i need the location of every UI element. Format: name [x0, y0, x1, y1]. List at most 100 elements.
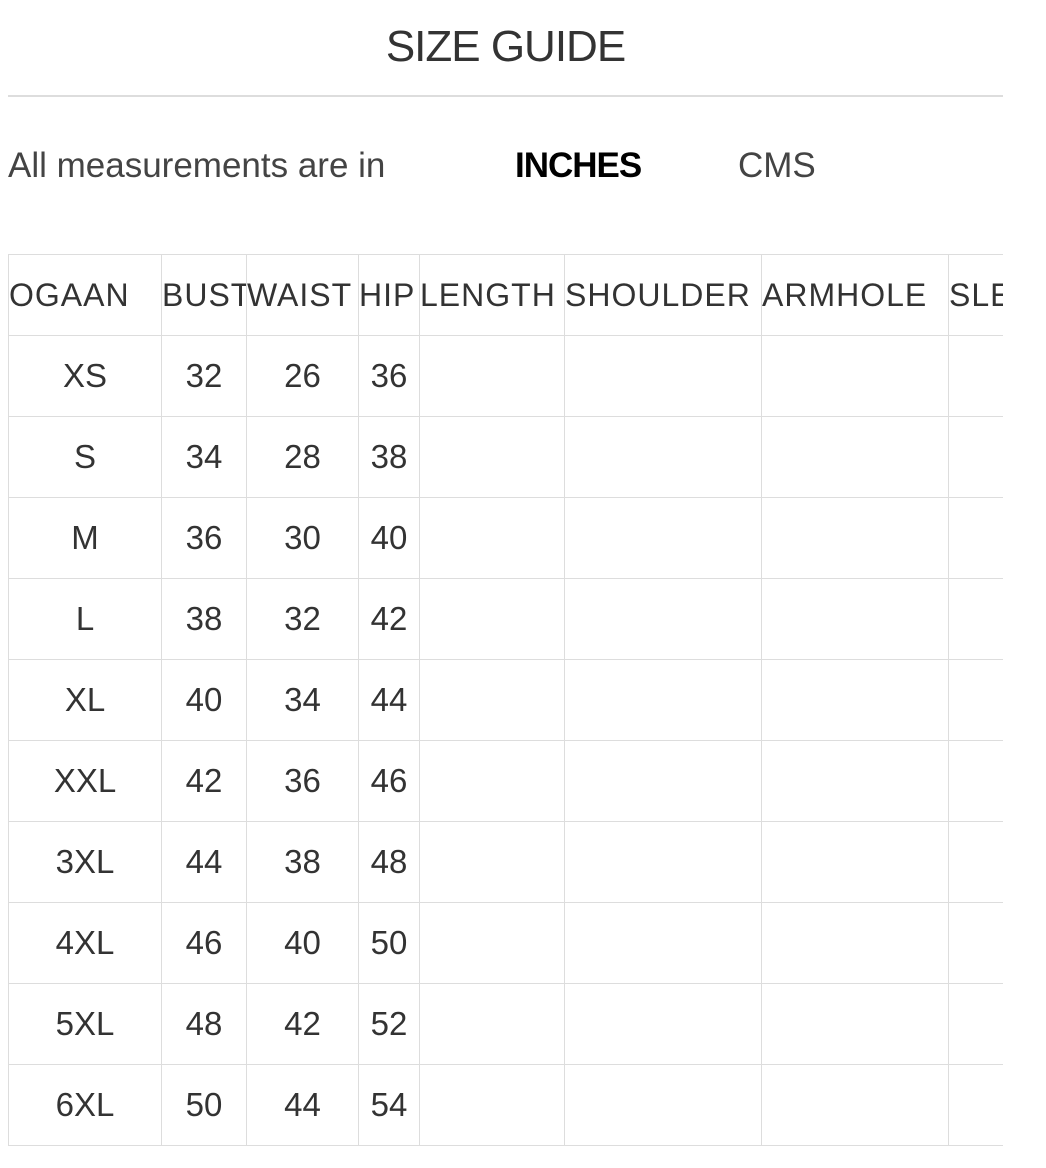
size-cell: 3XL — [8, 821, 162, 903]
empty-cell — [419, 578, 565, 660]
empty-cell — [948, 902, 1003, 984]
column-header: HIP — [358, 254, 420, 336]
measure-cell: 38 — [246, 821, 359, 903]
empty-cell — [419, 902, 565, 984]
measure-cell: 36 — [358, 335, 420, 417]
table-row: 3XL 44 38 48 — [8, 821, 1003, 903]
divider — [8, 95, 1003, 97]
empty-cell — [564, 578, 762, 660]
table-row: 4XL 46 40 50 — [8, 902, 1003, 984]
table-row: M 36 30 40 — [8, 497, 1003, 579]
empty-cell — [948, 1064, 1003, 1146]
empty-cell — [419, 1064, 565, 1146]
measure-cell: 46 — [358, 740, 420, 822]
measure-cell: 54 — [358, 1064, 420, 1146]
empty-cell — [564, 821, 762, 903]
measure-cell: 50 — [161, 1064, 247, 1146]
empty-cell — [761, 416, 949, 498]
table-body: XS 32 26 36 S 34 28 38 M 36 30 40 L 38 32 42 XL 40 34 44 XXL… — [8, 335, 1003, 1146]
table-row: XXL 42 36 46 — [8, 740, 1003, 822]
column-header: BUST — [161, 254, 247, 336]
measure-cell: 40 — [358, 497, 420, 579]
empty-cell — [419, 497, 565, 579]
empty-cell — [948, 740, 1003, 822]
measure-cell: 48 — [358, 821, 420, 903]
measure-cell: 48 — [161, 983, 247, 1065]
column-header: LENGTH — [419, 254, 565, 336]
size-cell: 5XL — [8, 983, 162, 1065]
empty-cell — [948, 416, 1003, 498]
size-cell: 6XL — [8, 1064, 162, 1146]
empty-cell — [948, 497, 1003, 579]
empty-cell — [564, 416, 762, 498]
empty-cell — [564, 902, 762, 984]
empty-cell — [564, 497, 762, 579]
empty-cell — [761, 983, 949, 1065]
size-cell: 4XL — [8, 902, 162, 984]
measure-cell: 34 — [161, 416, 247, 498]
column-header: SLE — [948, 254, 1003, 336]
unit-option[interactable]: CMS — [738, 146, 816, 185]
empty-cell — [948, 821, 1003, 903]
empty-cell — [419, 335, 565, 417]
column-header: OGAAN — [8, 254, 162, 336]
table-row: L 38 32 42 — [8, 578, 1003, 660]
measure-cell: 36 — [161, 497, 247, 579]
empty-cell — [564, 740, 762, 822]
empty-cell — [564, 335, 762, 417]
measure-cell: 46 — [161, 902, 247, 984]
empty-cell — [564, 659, 762, 741]
size-cell: M — [8, 497, 162, 579]
unit-option[interactable]: INCHES — [515, 146, 642, 185]
empty-cell — [948, 578, 1003, 660]
column-header: WAIST — [246, 254, 359, 336]
measure-cell: 26 — [246, 335, 359, 417]
column-header: SHOULDER — [564, 254, 762, 336]
header-row: OGAAN BUST WAIST HIP LENGTH SHOULDER ARMHOLE SL… — [8, 254, 1003, 336]
measure-cell: 28 — [246, 416, 359, 498]
empty-cell — [564, 983, 762, 1065]
empty-cell — [761, 902, 949, 984]
measure-cell: 44 — [246, 1064, 359, 1146]
size-cell: L — [8, 578, 162, 660]
size-cell: XXL — [8, 740, 162, 822]
size-cell: S — [8, 416, 162, 498]
empty-cell — [761, 335, 949, 417]
empty-cell — [761, 740, 949, 822]
empty-cell — [948, 659, 1003, 741]
measure-cell: 42 — [161, 740, 247, 822]
empty-cell — [761, 659, 949, 741]
measure-cell: 32 — [161, 335, 247, 417]
size-table: OGAAN BUST WAIST HIP LENGTH SHOULDER ARMHOLE SL… — [8, 254, 1003, 1146]
table-container: OGAAN BUST WAIST HIP LENGTH SHOULDER ARMHOLE SL… — [8, 254, 1003, 1152]
empty-cell — [419, 983, 565, 1065]
unit-selector: All measurements are in INCHES CMS — [8, 146, 1003, 190]
table-row: XS 32 26 36 — [8, 335, 1003, 417]
table-row: S 34 28 38 — [8, 416, 1003, 498]
empty-cell — [761, 1064, 949, 1146]
measure-cell: 50 — [358, 902, 420, 984]
empty-cell — [948, 335, 1003, 417]
measure-cell: 52 — [358, 983, 420, 1065]
empty-cell — [419, 659, 565, 741]
measure-cell: 40 — [161, 659, 247, 741]
measure-cell: 30 — [246, 497, 359, 579]
measure-cell: 42 — [358, 578, 420, 660]
size-cell: XS — [8, 335, 162, 417]
measure-cell: 34 — [246, 659, 359, 741]
empty-cell — [761, 497, 949, 579]
measure-cell: 44 — [161, 821, 247, 903]
measure-cell: 38 — [358, 416, 420, 498]
empty-cell — [761, 821, 949, 903]
measure-cell: 38 — [161, 578, 247, 660]
table-row: 6XL 50 44 54 — [8, 1064, 1003, 1146]
empty-cell — [419, 416, 565, 498]
column-header: ARMHOLE — [761, 254, 949, 336]
measure-cell: 32 — [246, 578, 359, 660]
size-cell: XL — [8, 659, 162, 741]
empty-cell — [761, 578, 949, 660]
page-title: SIZE GUIDE — [385, 22, 626, 71]
measure-cell: 44 — [358, 659, 420, 741]
measure-cell: 36 — [246, 740, 359, 822]
